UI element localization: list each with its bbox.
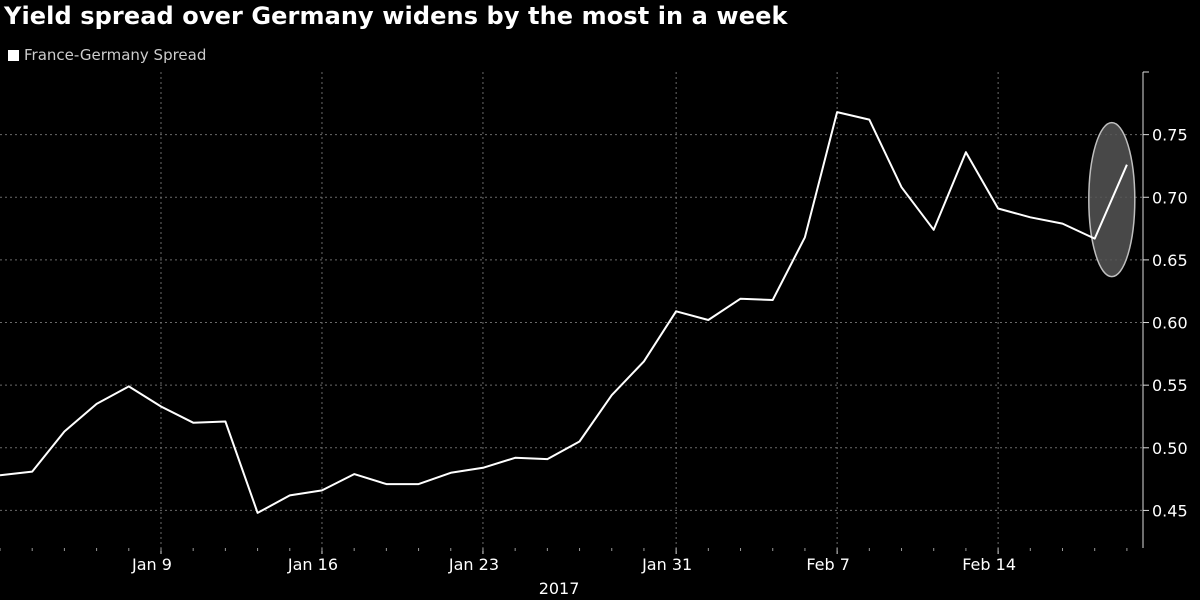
legend-swatch (8, 49, 19, 61)
y-tick-label: 0.75 (1152, 126, 1188, 145)
x-year-label: 2017 (539, 579, 580, 598)
x-tick-label: Jan 16 (287, 555, 338, 574)
legend: France-Germany Spread (8, 46, 206, 64)
x-tick-label: Jan 31 (641, 555, 692, 574)
y-tick-label: 0.50 (1152, 439, 1188, 458)
x-tick-label: Jan 23 (448, 555, 499, 574)
y-tick-label: 0.60 (1152, 314, 1188, 333)
axes: 0.45 0.50 0.55 0.60 0.65 0.70 0.75 Jan 9 Jan 16 J… (0, 71, 1188, 598)
grid (0, 72, 1143, 548)
y-tick-label: 0.45 (1152, 501, 1188, 520)
x-tick-label: Jan 9 (131, 555, 172, 574)
y-tick-label: 0.70 (1152, 188, 1188, 207)
x-tick-label: Feb 7 (806, 555, 850, 574)
y-tick-label: 0.55 (1152, 376, 1188, 395)
series-line (0, 111, 1128, 514)
y-tick-label: 0.65 (1152, 251, 1188, 270)
legend-label: France-Germany Spread (24, 46, 207, 64)
x-tick-label: Feb 14 (962, 555, 1016, 574)
chart-title: Yield spread over Germany widens by the … (4, 2, 788, 30)
series-layer (0, 111, 1128, 514)
